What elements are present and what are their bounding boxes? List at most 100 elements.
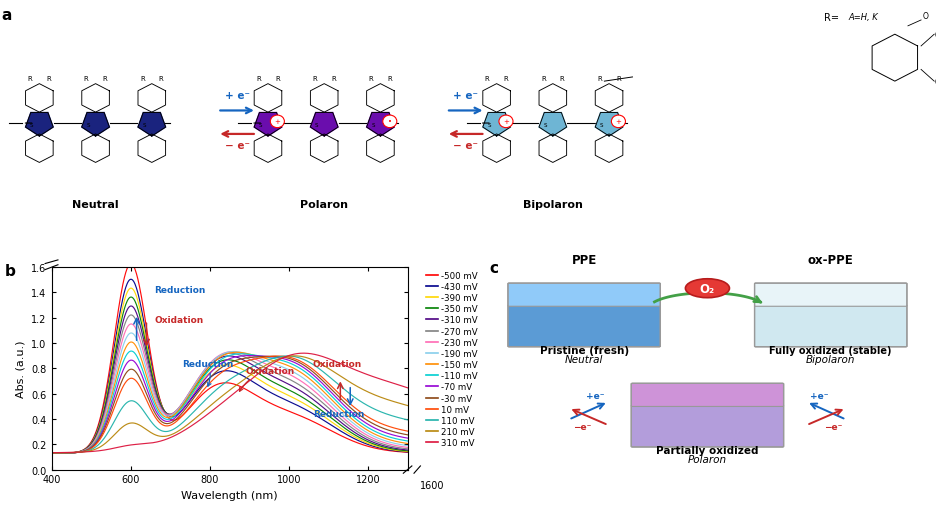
Text: A=H, K: A=H, K <box>847 13 877 22</box>
X-axis label: Wavelength (nm): Wavelength (nm) <box>181 490 278 500</box>
Text: S: S <box>543 123 547 128</box>
Text: − e⁻: − e⁻ <box>453 141 477 151</box>
Text: PPE: PPE <box>571 253 596 266</box>
Text: OA: OA <box>933 31 936 39</box>
Text: Bipolaron: Bipolaron <box>805 354 855 364</box>
Polygon shape <box>310 135 338 163</box>
Text: +e⁻: +e⁻ <box>810 391 828 400</box>
Text: R: R <box>139 76 145 82</box>
Text: R: R <box>46 76 51 82</box>
Polygon shape <box>482 84 510 113</box>
Circle shape <box>498 116 513 128</box>
Text: Reduction: Reduction <box>182 359 233 386</box>
Text: S: S <box>371 123 374 128</box>
Text: R: R <box>540 76 546 82</box>
Polygon shape <box>25 113 53 137</box>
Polygon shape <box>538 113 566 137</box>
Polygon shape <box>25 135 53 163</box>
Polygon shape <box>254 113 282 137</box>
Text: R: R <box>256 76 261 82</box>
FancyBboxPatch shape <box>507 306 660 347</box>
Text: S: S <box>487 123 490 128</box>
Text: Reduction: Reduction <box>313 410 363 419</box>
Text: +e⁻: +e⁻ <box>585 391 604 400</box>
Polygon shape <box>254 135 282 163</box>
Text: Polaron: Polaron <box>300 199 348 210</box>
Circle shape <box>382 116 396 128</box>
Text: + e⁻: + e⁻ <box>225 91 249 100</box>
Text: −e⁻: −e⁻ <box>572 422 591 431</box>
Text: Neutral: Neutral <box>72 199 119 210</box>
Text: R: R <box>387 76 392 82</box>
Polygon shape <box>138 113 166 137</box>
Text: R=: R= <box>823 13 838 23</box>
Text: S: S <box>142 123 146 128</box>
Text: a: a <box>1 9 11 23</box>
Polygon shape <box>538 84 566 113</box>
Text: R: R <box>274 76 280 82</box>
Text: R: R <box>158 76 164 82</box>
Text: R: R <box>27 76 33 82</box>
Polygon shape <box>310 113 338 137</box>
FancyBboxPatch shape <box>753 306 906 347</box>
Text: Pristine (fresh): Pristine (fresh) <box>539 345 628 355</box>
Legend: -500 mV, -430 mV, -390 mV, -350 mV, -310 mV, -270 mV, -230 mV, -190 mV, -150 mV,: -500 mV, -430 mV, -390 mV, -350 mV, -310… <box>422 268 480 451</box>
Polygon shape <box>594 84 622 113</box>
Polygon shape <box>482 135 510 163</box>
Text: + e⁻: + e⁻ <box>453 91 477 100</box>
Text: R: R <box>503 76 508 82</box>
Text: OA: OA <box>933 77 936 86</box>
Text: R: R <box>102 76 108 82</box>
Polygon shape <box>25 84 53 113</box>
FancyBboxPatch shape <box>507 283 660 307</box>
Text: − e⁻: − e⁻ <box>225 141 249 151</box>
Text: S: S <box>599 123 603 128</box>
Polygon shape <box>594 113 622 137</box>
Text: Oxidation: Oxidation <box>240 367 294 391</box>
Text: +: + <box>274 119 280 125</box>
Text: R: R <box>484 76 490 82</box>
Text: Fully oxidized (stable): Fully oxidized (stable) <box>768 345 891 355</box>
Polygon shape <box>138 84 166 113</box>
Polygon shape <box>366 84 394 113</box>
Text: O: O <box>922 12 928 21</box>
FancyBboxPatch shape <box>631 383 782 407</box>
Polygon shape <box>538 135 566 163</box>
Text: R: R <box>368 76 373 82</box>
Ellipse shape <box>685 279 728 298</box>
Polygon shape <box>482 113 510 137</box>
Text: S: S <box>86 123 90 128</box>
Text: Reduction: Reduction <box>154 286 206 295</box>
Polygon shape <box>594 135 622 163</box>
Text: S: S <box>258 123 262 128</box>
Text: S: S <box>30 123 34 128</box>
Polygon shape <box>138 135 166 163</box>
Polygon shape <box>81 135 110 163</box>
Polygon shape <box>254 84 282 113</box>
Polygon shape <box>366 113 394 137</box>
Y-axis label: Abs. (a.u.): Abs. (a.u.) <box>16 340 25 397</box>
Text: O₂: O₂ <box>699 282 714 295</box>
Text: •: • <box>388 119 391 125</box>
Text: b: b <box>6 264 16 279</box>
Polygon shape <box>366 135 394 163</box>
Text: Oxidation: Oxidation <box>154 315 203 324</box>
Text: R: R <box>596 76 602 82</box>
Polygon shape <box>81 113 110 137</box>
Text: c: c <box>489 261 498 276</box>
Polygon shape <box>81 84 110 113</box>
Circle shape <box>271 116 285 128</box>
Text: R: R <box>330 76 336 82</box>
Text: S: S <box>314 123 318 128</box>
Text: Neutral: Neutral <box>564 354 603 364</box>
Text: −e⁻: −e⁻ <box>823 422 841 431</box>
Text: ox-PPE: ox-PPE <box>807 253 853 266</box>
Text: +: + <box>503 119 508 125</box>
Polygon shape <box>871 35 916 82</box>
Circle shape <box>610 116 624 128</box>
Text: R: R <box>559 76 564 82</box>
Text: Partially oxidized: Partially oxidized <box>655 445 758 455</box>
Text: R: R <box>312 76 317 82</box>
FancyBboxPatch shape <box>631 406 782 447</box>
Text: R: R <box>615 76 621 82</box>
